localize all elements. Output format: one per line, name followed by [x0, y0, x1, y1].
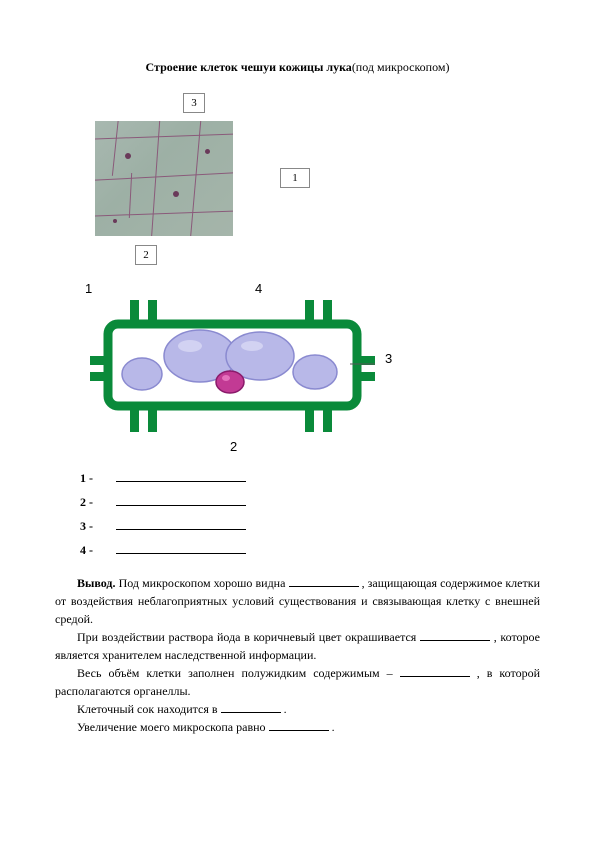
answer-num-4: 4 -: [80, 538, 110, 562]
cell-diagram-area: 1 4 3 2: [95, 281, 540, 456]
answer-blank-1[interactable]: [116, 481, 246, 482]
conclusion-p1: Вывод. Под микроскопом хорошо видна , за…: [55, 574, 540, 628]
answer-num-2: 2 -: [80, 490, 110, 514]
answer-row-2: 2 -: [80, 490, 540, 514]
blank-p1[interactable]: [289, 586, 359, 587]
label-1: 1: [292, 172, 298, 184]
p4b: .: [281, 702, 287, 716]
diagram-label-2: 2: [230, 439, 237, 454]
diagram-label-3: 3: [385, 351, 392, 366]
answer-blank-3[interactable]: [116, 529, 246, 530]
label-2: 2: [143, 249, 149, 261]
conclusion-p3: Весь объём клетки заполнен полужидким со…: [55, 664, 540, 700]
p3a: Весь объём клетки заполнен полужидким со…: [77, 666, 400, 680]
page-title: Строение клеток чешуи кожицы лука(под ми…: [55, 60, 540, 75]
title-bold: Строение клеток чешуи кожицы лука: [146, 60, 352, 74]
answer-blank-2[interactable]: [116, 505, 246, 506]
p5b: .: [329, 720, 335, 734]
blank-p2[interactable]: [420, 640, 490, 641]
title-rest: (под микроскопом): [352, 60, 450, 74]
answer-row-1: 1 -: [80, 466, 540, 490]
p4a: Клеточный сок находится в: [77, 702, 221, 716]
blank-p4[interactable]: [221, 712, 281, 713]
answer-list: 1 - 2 - 3 - 4 -: [80, 466, 540, 562]
p5a: Увеличение моего микроскопа равно: [77, 720, 269, 734]
conclusion-p4: Клеточный сок находится в .: [55, 700, 540, 718]
cell-diagram: [90, 294, 375, 439]
conclusion-p2: При воздействии раствора йода в коричнев…: [55, 628, 540, 664]
p2a: При воздействии раствора йода в коричнев…: [77, 630, 420, 644]
label-2-box: 2: [135, 245, 157, 265]
conclusion-heading: Вывод.: [77, 576, 116, 590]
label-3-box: 3: [183, 93, 205, 113]
answer-row-3: 3 -: [80, 514, 540, 538]
p1a: Под микроскопом хорошо видна: [119, 576, 289, 590]
conclusion-p5: Увеличение моего микроскопа равно .: [55, 718, 540, 736]
answer-row-4: 4 -: [80, 538, 540, 562]
blank-p5[interactable]: [269, 730, 329, 731]
label-3: 3: [191, 97, 197, 109]
microscope-image: [95, 121, 233, 236]
label-1-box: 1: [280, 168, 310, 188]
answer-num-3: 3 -: [80, 514, 110, 538]
blank-p3[interactable]: [400, 676, 470, 677]
conclusion: Вывод. Под микроскопом хорошо видна , за…: [55, 574, 540, 736]
answer-blank-4[interactable]: [116, 553, 246, 554]
microscope-area: 3 1 2: [95, 93, 540, 273]
answer-num-1: 1 -: [80, 466, 110, 490]
